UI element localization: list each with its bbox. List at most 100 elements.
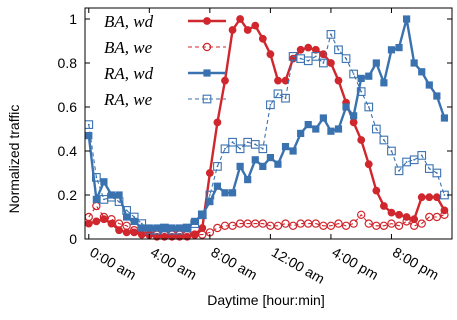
data-point [380, 79, 388, 87]
data-point [228, 26, 237, 34]
data-point [304, 43, 313, 52]
data-point [130, 217, 138, 225]
data-point [312, 125, 320, 133]
series-ba-we [85, 201, 449, 239]
data-point [402, 217, 411, 226]
data-point [365, 72, 373, 80]
data-point [334, 45, 343, 55]
data-point-center [155, 229, 158, 232]
data-point [417, 193, 426, 202]
data-point [85, 219, 93, 228]
data-point [197, 210, 207, 220]
data-point [341, 54, 351, 63]
data-point [334, 125, 343, 133]
data-point [145, 224, 153, 232]
data-point [311, 45, 320, 54]
legend-label: RA, we [103, 90, 153, 109]
data-point-center [314, 55, 317, 58]
plot-frame [84, 7, 453, 240]
data-point [122, 221, 131, 230]
data-point [349, 69, 358, 79]
legend-item: RA, we [103, 90, 226, 109]
data-point [266, 154, 274, 162]
data-point [99, 212, 109, 222]
data-point [129, 212, 139, 222]
data-point-center [246, 141, 249, 144]
data-point [379, 221, 389, 230]
legend-item: BA, we [104, 38, 226, 57]
data-point-center [360, 90, 363, 93]
data-point [202, 94, 212, 104]
data-point [417, 219, 426, 228]
series-layer [85, 15, 449, 241]
data-point [289, 147, 297, 155]
data-point-center [140, 222, 143, 225]
data-point [228, 189, 237, 197]
data-point [107, 214, 116, 224]
data-point [440, 114, 449, 122]
data-point [326, 30, 336, 39]
data-point [115, 226, 123, 235]
data-point [395, 44, 403, 52]
data-point-center [375, 128, 378, 130]
data-point [251, 21, 260, 30]
data-point [334, 76, 343, 85]
data-point [410, 59, 418, 67]
data-point-center [163, 227, 166, 229]
data-point-center [178, 229, 181, 232]
data-point [205, 190, 215, 200]
data-point [341, 221, 351, 230]
data-point [137, 219, 147, 228]
data-point-center [201, 213, 204, 216]
data-point [92, 201, 101, 211]
data-point [205, 169, 214, 177]
data-point-center [110, 196, 113, 199]
data-point-center [208, 194, 211, 196]
data-point [424, 164, 434, 173]
data-point [288, 221, 298, 230]
data-point [198, 224, 207, 232]
data-point [357, 74, 365, 82]
data-point-center [269, 103, 272, 106]
data-point-center [125, 209, 128, 212]
data-point-center [443, 194, 446, 196]
data-point [274, 160, 282, 168]
data-point-center [261, 147, 264, 150]
data-point-center [307, 59, 310, 62]
series-ra-we [85, 30, 449, 235]
data-point [311, 52, 321, 61]
data-point [409, 155, 419, 165]
data-point [379, 135, 389, 145]
data-point [129, 225, 139, 235]
data-point [425, 193, 434, 202]
data-point [379, 202, 388, 210]
data-point [228, 221, 237, 230]
data-point [364, 160, 373, 169]
x-tick-label: 8:00 pm [390, 244, 442, 283]
data-point [221, 189, 229, 197]
data-point [417, 151, 427, 160]
data-point [281, 219, 290, 228]
data-point [274, 76, 282, 85]
data-point [395, 210, 403, 219]
data-point-center [118, 200, 120, 203]
data-point [92, 195, 100, 203]
y-axis-label: Normalized traffic [6, 105, 22, 214]
data-point [85, 132, 93, 140]
data-point [327, 127, 335, 135]
data-point [432, 212, 442, 222]
data-point [372, 59, 380, 67]
data-point [203, 69, 211, 77]
data-point [319, 114, 327, 122]
data-point-center [367, 106, 370, 108]
data-point-center [413, 158, 416, 161]
x-tick-label: 8:00 am [208, 244, 260, 283]
data-point [304, 121, 312, 129]
data-point [273, 89, 283, 99]
data-point [418, 68, 426, 76]
data-point [213, 223, 222, 233]
data-point [107, 191, 116, 199]
data-point [303, 56, 313, 66]
data-point [236, 15, 245, 23]
data-point [281, 93, 290, 103]
